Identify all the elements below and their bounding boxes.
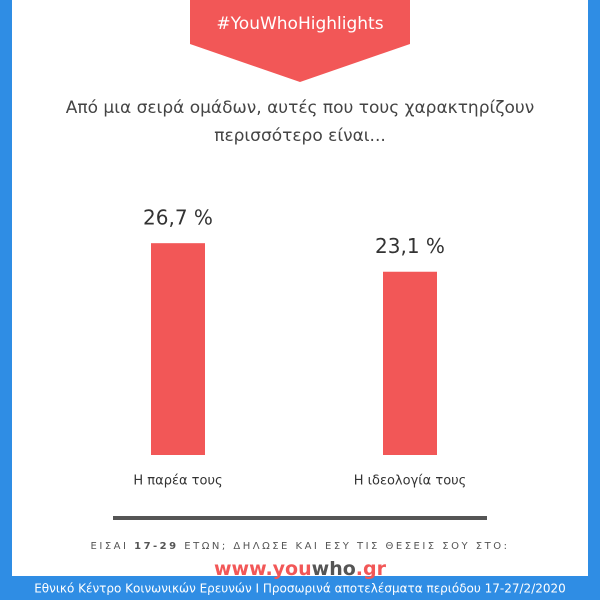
value-label: 23,1 % — [375, 234, 445, 258]
cta-part: ΕΤΩΝ; ΔΗΛΩΣΕ ΚΑΙ ΕΣΥ ΤΙΣ ΘΕΣΕΙΣ ΣΟΥ ΣΤΟ: — [179, 541, 510, 552]
url-part: www.you — [214, 558, 312, 580]
category-label: Η παρέα τους — [133, 474, 222, 489]
category-label: Η ιδεολογία τους — [354, 474, 467, 489]
url-part: .gr — [356, 558, 387, 580]
banner-text: #YouWhoHighlights — [216, 14, 383, 34]
website: www.youwho.gr — [214, 558, 387, 580]
footer: Εθνικό Κέντρο Κοινωνικών Ερευνών Ι Προσω… — [34, 582, 566, 596]
bar — [151, 243, 205, 455]
cta-part: ΕΙΣΑΙ — [91, 541, 135, 552]
cta-part: 17-29 — [134, 541, 178, 552]
call-to-action: ΕΙΣΑΙ 17-29 ΕΤΩΝ; ΔΗΛΩΣΕ ΚΑΙ ΕΣΥ ΤΙΣ ΘΕΣ… — [91, 541, 510, 552]
url-part: who — [312, 558, 356, 580]
banner-shape — [190, 0, 410, 82]
value-label: 26,7 % — [143, 206, 213, 230]
panel — [12, 0, 588, 576]
bar — [383, 271, 437, 455]
chart-title: Από μια σειρά ομάδων, αυτές που τους χαρ… — [66, 98, 534, 118]
chart-title: περισσότερο είναι... — [214, 126, 386, 146]
